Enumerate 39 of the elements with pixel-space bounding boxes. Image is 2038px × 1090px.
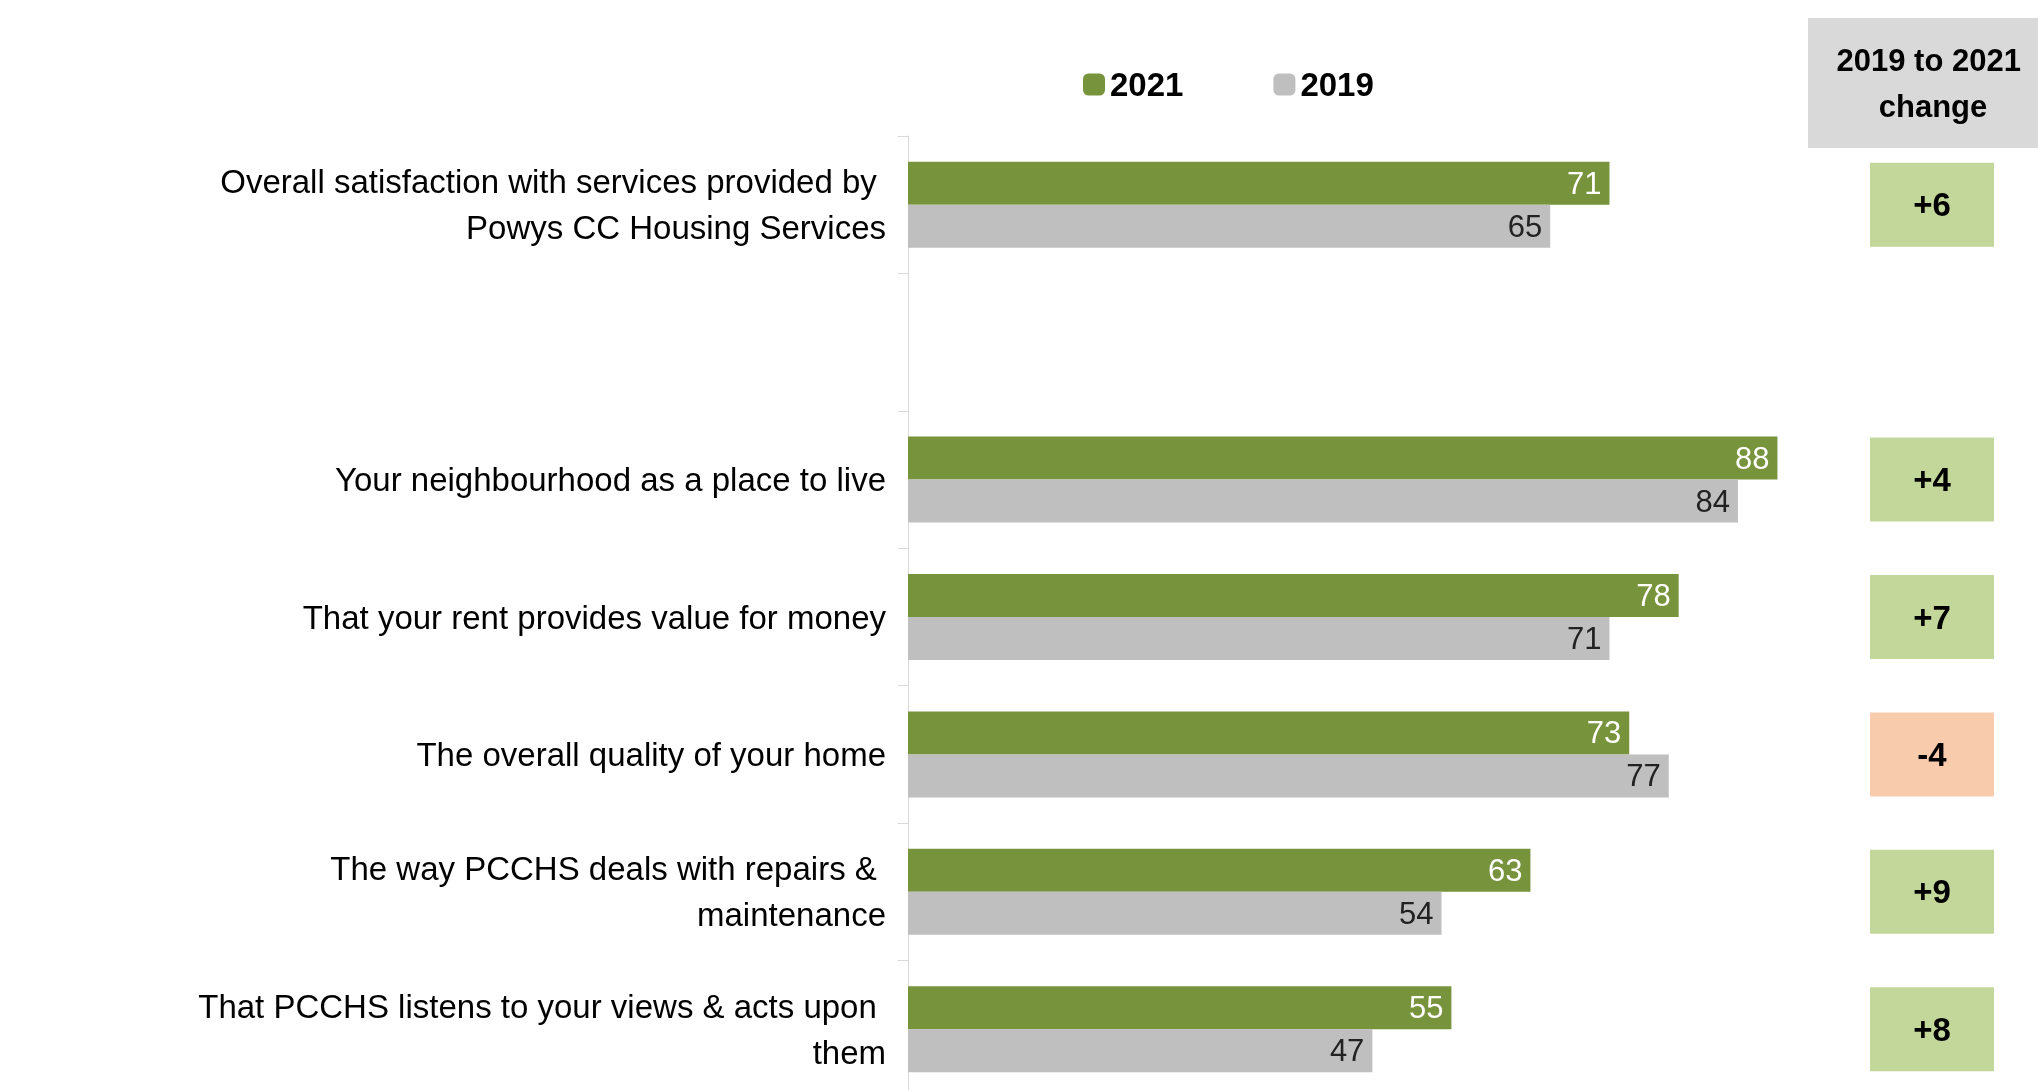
y-tick-label: Overall satisfaction with services provided by Powys CC Housing Services [220, 163, 886, 247]
bar [908, 436, 1778, 480]
y-tick-label: That PCCHS listens to your views & acts upon them [198, 987, 886, 1071]
text: +8 [1913, 1010, 1951, 1048]
legend-label: 2021 [1110, 66, 1184, 103]
data-label: 71 [1567, 165, 1602, 201]
text: +4 [1913, 461, 1952, 499]
data-label: 55 [1408, 990, 1444, 1026]
bar [908, 711, 1630, 755]
text: +6 [1913, 186, 1951, 224]
data-label: 65 [1507, 208, 1543, 244]
data-label: 63 [1487, 852, 1523, 888]
bar [908, 161, 1610, 205]
bar [908, 848, 1531, 892]
data-label: 88 [1734, 440, 1770, 476]
data-label: 73 [1586, 715, 1622, 751]
y-tick-label: The overall quality of your home [416, 735, 886, 773]
data-label: 77 [1626, 758, 1661, 794]
legend-label: 2019 [1300, 66, 1374, 103]
y-tick-label: Your neighbourhood as a place to live [334, 461, 886, 499]
data-label: 78 [1636, 578, 1671, 613]
data-label: 47 [1329, 1033, 1365, 1069]
bar [908, 617, 1610, 660]
text: +9 [1913, 873, 1951, 911]
text: +7 [1913, 598, 1951, 636]
data-label: 54 [1399, 895, 1434, 931]
bar [908, 891, 1442, 935]
bar [908, 204, 1551, 248]
text: -4 [1917, 735, 1948, 773]
data-label: 71 [1567, 621, 1602, 656]
bar [908, 986, 1452, 1030]
bar [908, 754, 1669, 798]
bar [908, 574, 1679, 617]
text: 2019 to 2021 change [1836, 42, 2030, 124]
y-tick-label: The way PCCHS deals with repairs & maintenance [330, 850, 886, 934]
bar [908, 1029, 1373, 1073]
data-label: 84 [1695, 483, 1730, 519]
y-tick-label: That your rent provides value for money [302, 598, 887, 636]
bar [908, 479, 1738, 523]
